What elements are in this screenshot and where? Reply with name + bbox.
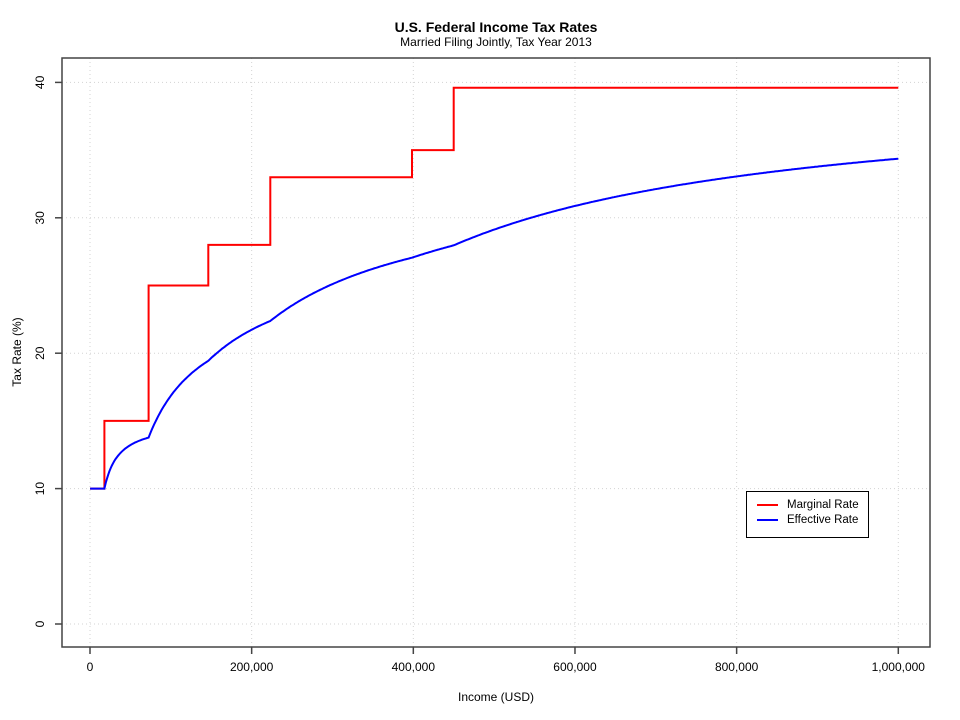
y-tick-label: 20 [33,346,47,360]
legend-label-marginal: Marginal Rate [787,498,859,511]
y-tick-label: 40 [33,75,47,89]
y-tick-label: 30 [33,211,47,225]
x-tick-label: 200,000 [230,660,274,674]
y-axis-label: Tax Rate (%) [10,317,24,387]
legend-item-effective: Effective Rate [747,512,868,527]
effective-rate-legend-line-icon [757,518,778,521]
y-tick-label: 0 [33,620,47,627]
marginal-rate-line [90,86,899,490]
x-axis-label: Income (USD) [457,690,534,704]
marginal-rate-legend-line-icon [757,503,778,506]
legend-item-marginal: Marginal Rate [747,497,868,512]
chart-title: U.S. Federal Income Tax Rates [394,19,598,35]
chart-subtitle: Married Filing Jointly, Tax Year 2013 [400,35,592,49]
x-tick-label: 1,000,000 [872,660,926,674]
x-tick-label: 0 [87,660,94,674]
x-tick-label: 600,000 [553,660,597,674]
y-tick-label: 10 [33,482,47,496]
legend: Marginal Rate Effective Rate [746,491,869,538]
x-tick-label: 400,000 [392,660,436,674]
legend-label-effective: Effective Rate [787,513,859,526]
x-tick-label: 800,000 [715,660,759,674]
effective-rate-line [90,157,899,490]
plot-border [61,57,931,648]
